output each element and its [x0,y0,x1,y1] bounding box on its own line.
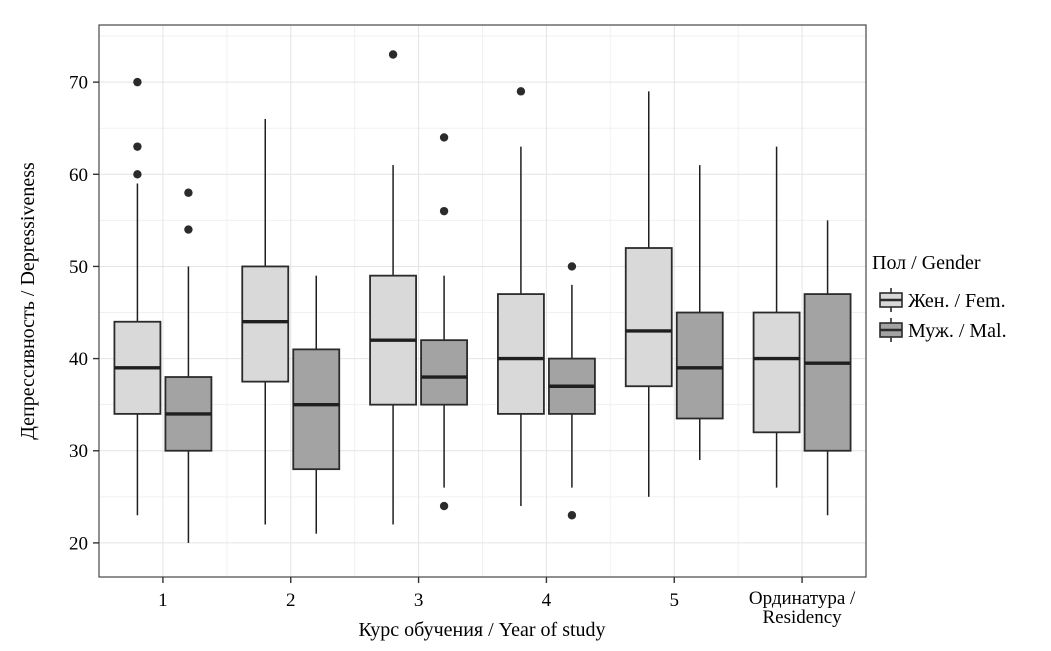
gridlines-minor [99,25,866,577]
iqr-box [497,293,545,415]
y-tick-label: 30 [69,441,88,462]
iqr-box [803,293,852,452]
outlier-dot [388,50,398,59]
x-axis: 1 2 3 4 5 Ординатура /Residency [158,577,856,628]
y-tick-label: 70 [69,73,88,94]
legend-title: Пол / Gender [872,252,981,274]
outlier-dot [567,511,577,520]
legend-key-female [879,288,903,312]
outlier-dot [439,206,449,216]
box-male-4 [548,262,596,520]
y-tick-label: 60 [69,165,88,186]
x-tick-label: 1 [158,590,168,611]
x-tick-label: Residency [763,607,843,628]
box-male-5 [675,165,724,460]
legend: Пол / Gender Жен. / Fem. Муж. / Mal. [872,252,1007,342]
outlier-dot [184,225,193,234]
y-tick-label: 40 [69,349,88,370]
iqr-box [752,311,801,434]
box-female-5 [624,91,673,497]
x-tick-label: Ординатура / [749,588,856,609]
box-male-3 [420,133,468,511]
plot-area: 20 30 40 50 60 70 1 2 3 4 5 Ординатура /Residency [69,24,867,628]
box-male-6 [803,220,852,516]
iqr-box [241,265,290,383]
panel-border [98,24,867,578]
x-tick-label: 5 [670,590,680,611]
outlier-dot [133,77,142,87]
box-male-1 [164,188,213,543]
box-female-4 [497,87,545,507]
box-female-1 [113,77,162,516]
iqr-box [292,348,341,471]
legend-key-male [879,318,903,342]
series-female [113,50,801,525]
box-female-2 [241,118,290,525]
box-female-3 [369,50,417,525]
outlier-dot [567,262,577,271]
x-tick-label: 2 [286,590,296,611]
legend-label-male: Муж. / Mal. [908,320,1007,342]
outlier-dot [184,188,193,197]
outlier-dot [133,142,142,151]
x-axis-title: Курс обучения / Year of study [358,619,605,641]
y-tick-label: 50 [69,257,88,278]
legend-label-female: Жен. / Fem. [908,290,1006,312]
series-male [164,133,852,543]
y-axis: 20 30 40 50 60 70 [69,73,99,554]
iqr-box [420,339,468,406]
gridlines-major [99,25,866,577]
iqr-box [624,247,673,388]
x-tick-label: 4 [542,590,552,611]
outlier-dot [439,133,449,142]
y-axis-title: Депрессивность / Depressiveness [17,162,39,440]
box-female-6 [752,146,801,488]
outlier-dot [439,501,449,511]
x-tick-label: 3 [414,590,424,611]
iqr-box [675,311,724,420]
box-male-2 [292,275,341,534]
outlier-dot [133,170,142,179]
y-tick-label: 20 [69,533,88,554]
outlier-dot [516,87,526,96]
